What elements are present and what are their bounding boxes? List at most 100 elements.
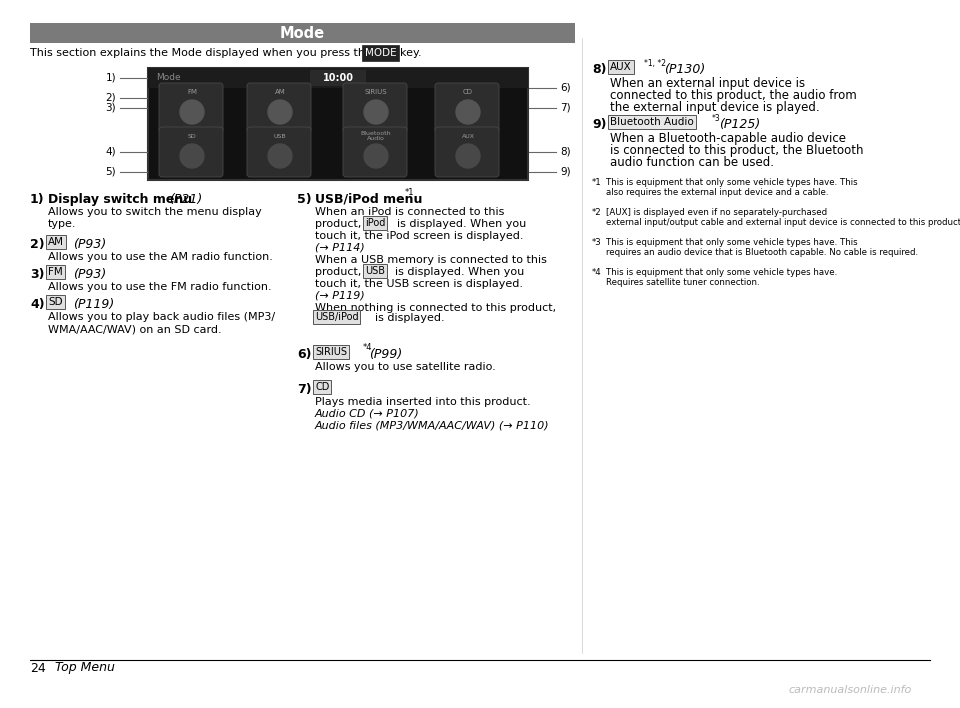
Text: key.: key. bbox=[400, 48, 421, 58]
Text: *1: *1 bbox=[405, 188, 415, 197]
FancyBboxPatch shape bbox=[159, 127, 223, 177]
Text: (P93): (P93) bbox=[73, 268, 107, 281]
Text: audio function can be used.: audio function can be used. bbox=[610, 156, 774, 169]
Text: touch it, the iPod screen is displayed.: touch it, the iPod screen is displayed. bbox=[315, 231, 523, 241]
Text: 8): 8) bbox=[592, 63, 607, 76]
Text: *4: *4 bbox=[363, 343, 372, 352]
Text: 2): 2) bbox=[106, 93, 116, 103]
Text: When a Bluetooth-capable audio device: When a Bluetooth-capable audio device bbox=[610, 132, 846, 145]
Text: 6): 6) bbox=[560, 83, 570, 93]
Text: 3): 3) bbox=[30, 268, 44, 281]
Text: 1): 1) bbox=[106, 73, 116, 83]
Text: 5): 5) bbox=[106, 167, 116, 177]
Text: 2): 2) bbox=[30, 238, 44, 251]
FancyBboxPatch shape bbox=[435, 127, 499, 177]
Text: When nothing is connected to this product,: When nothing is connected to this produc… bbox=[315, 303, 556, 313]
Text: USB/iPod menu: USB/iPod menu bbox=[315, 193, 422, 206]
Text: also requires the external input device and a cable.: also requires the external input device … bbox=[606, 188, 828, 197]
Text: Requires satellite tuner connection.: Requires satellite tuner connection. bbox=[606, 278, 759, 287]
Text: 7): 7) bbox=[560, 103, 570, 113]
Text: Audio files (MP3/WMA/AAC/WAV) (→ P110): Audio files (MP3/WMA/AAC/WAV) (→ P110) bbox=[315, 421, 550, 431]
Text: Mode: Mode bbox=[156, 74, 180, 83]
Text: AM: AM bbox=[275, 89, 285, 95]
Text: When an iPod is connected to this: When an iPod is connected to this bbox=[315, 207, 504, 217]
Text: Allows you to play back audio files (MP3/: Allows you to play back audio files (MP3… bbox=[48, 312, 276, 322]
Circle shape bbox=[456, 144, 480, 168]
Text: SIRIUS: SIRIUS bbox=[315, 347, 347, 357]
Text: Display switch menu: Display switch menu bbox=[48, 193, 192, 206]
Text: product,: product, bbox=[315, 267, 361, 277]
FancyBboxPatch shape bbox=[159, 83, 223, 133]
Text: 4): 4) bbox=[30, 298, 44, 311]
Text: AM: AM bbox=[48, 237, 64, 247]
Text: (P93): (P93) bbox=[73, 238, 107, 251]
Text: Allows you to use satellite radio.: Allows you to use satellite radio. bbox=[315, 362, 495, 372]
Text: type.: type. bbox=[48, 219, 77, 229]
Text: AUX: AUX bbox=[610, 62, 632, 72]
Text: 1): 1) bbox=[30, 193, 44, 206]
Text: product,: product, bbox=[315, 219, 361, 229]
Text: connected to this product, the audio from: connected to this product, the audio fro… bbox=[610, 89, 856, 102]
Text: 9): 9) bbox=[560, 167, 570, 177]
Text: *2: *2 bbox=[592, 208, 602, 217]
Text: CD: CD bbox=[463, 89, 473, 95]
Text: 4): 4) bbox=[106, 147, 116, 157]
Text: is displayed. When you: is displayed. When you bbox=[397, 219, 526, 229]
FancyBboxPatch shape bbox=[343, 83, 407, 133]
Text: SIRIUS: SIRIUS bbox=[365, 89, 387, 95]
Circle shape bbox=[364, 144, 388, 168]
Text: FM: FM bbox=[48, 267, 62, 277]
Text: USB: USB bbox=[274, 134, 286, 139]
Text: *4: *4 bbox=[592, 268, 602, 277]
FancyBboxPatch shape bbox=[343, 127, 407, 177]
Text: touch it, the USB screen is displayed.: touch it, the USB screen is displayed. bbox=[315, 279, 523, 289]
Text: (P125): (P125) bbox=[719, 118, 760, 131]
Text: USB: USB bbox=[365, 266, 385, 276]
Text: 10:00: 10:00 bbox=[323, 73, 353, 83]
Text: 9): 9) bbox=[592, 118, 607, 131]
Text: MODE: MODE bbox=[365, 48, 396, 58]
FancyBboxPatch shape bbox=[247, 83, 311, 133]
Text: AUX: AUX bbox=[462, 134, 474, 139]
Text: Bluetooth Audio: Bluetooth Audio bbox=[610, 117, 694, 127]
Circle shape bbox=[456, 100, 480, 124]
Text: (P21): (P21) bbox=[169, 193, 203, 206]
Text: [AUX] is displayed even if no separately-purchased: [AUX] is displayed even if no separately… bbox=[606, 208, 828, 217]
Text: *1: *1 bbox=[592, 178, 602, 187]
Circle shape bbox=[268, 100, 292, 124]
Text: 8): 8) bbox=[560, 147, 570, 157]
Text: Top Menu: Top Menu bbox=[55, 661, 115, 675]
FancyBboxPatch shape bbox=[247, 127, 311, 177]
Circle shape bbox=[180, 144, 204, 168]
Text: requires an audio device that is Bluetooth capable. No cable is required.: requires an audio device that is Bluetoo… bbox=[606, 248, 918, 257]
Text: This is equipment that only some vehicle types have. This: This is equipment that only some vehicle… bbox=[606, 178, 857, 187]
Text: (P119): (P119) bbox=[73, 298, 114, 311]
Text: This is equipment that only some vehicle types have.: This is equipment that only some vehicle… bbox=[606, 268, 837, 277]
Text: *3: *3 bbox=[712, 114, 721, 123]
Text: 3): 3) bbox=[106, 103, 116, 113]
Text: CD: CD bbox=[315, 382, 329, 392]
Text: is connected to this product, the Bluetooth: is connected to this product, the Blueto… bbox=[610, 144, 863, 157]
Text: (P130): (P130) bbox=[664, 63, 706, 76]
Text: When an external input device is: When an external input device is bbox=[610, 77, 805, 90]
Text: Plays media inserted into this product.: Plays media inserted into this product. bbox=[315, 397, 531, 407]
Text: SD: SD bbox=[48, 297, 62, 307]
Circle shape bbox=[180, 100, 204, 124]
Text: iPod: iPod bbox=[365, 218, 385, 228]
Text: Allows you to use the AM radio function.: Allows you to use the AM radio function. bbox=[48, 252, 273, 262]
Text: (→ P119): (→ P119) bbox=[315, 291, 365, 301]
Text: Audio CD (→ P107): Audio CD (→ P107) bbox=[315, 409, 420, 419]
Text: *3: *3 bbox=[592, 238, 602, 247]
Text: (P99): (P99) bbox=[369, 348, 402, 361]
Text: WMA/AAC/WAV) on an SD card.: WMA/AAC/WAV) on an SD card. bbox=[48, 324, 222, 334]
FancyBboxPatch shape bbox=[435, 83, 499, 133]
Bar bbox=[30, 23, 575, 43]
Text: Mode: Mode bbox=[280, 25, 325, 40]
Text: This section explains the Mode displayed when you press the: This section explains the Mode displayed… bbox=[30, 48, 372, 58]
Bar bbox=[148, 68, 528, 180]
Text: USB/iPod: USB/iPod bbox=[315, 312, 359, 322]
Text: SD: SD bbox=[187, 134, 197, 139]
Text: is displayed. When you: is displayed. When you bbox=[395, 267, 524, 277]
Text: Allows you to switch the menu display: Allows you to switch the menu display bbox=[48, 207, 262, 217]
Bar bbox=[310, 70, 366, 86]
